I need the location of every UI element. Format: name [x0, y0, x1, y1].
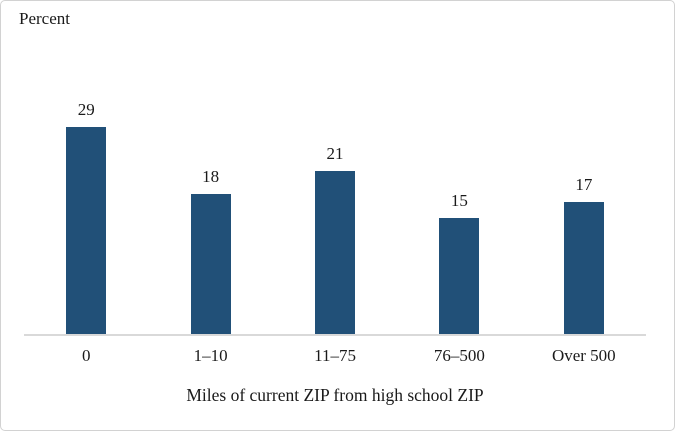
bar-value-label: 29 — [77, 100, 95, 119]
x-axis-tick-label: 1–10 — [193, 346, 228, 365]
bar — [190, 194, 231, 334]
bar-value-label: 18 — [202, 167, 220, 187]
bar-slot: 18 — [148, 101, 272, 334]
bar — [439, 217, 480, 334]
bar-value-label: 17 — [575, 174, 593, 194]
bar-slot: 15 — [397, 101, 521, 334]
x-axis-tick-label: Over 500 — [551, 346, 616, 365]
x-axis-tick-label: 11–75 — [314, 346, 356, 365]
x-axis-tick-label: 0 — [81, 346, 91, 365]
bar-value-label: 15 — [450, 190, 468, 210]
y-axis-title: Percent — [19, 9, 70, 28]
plot-area: 29 18 21 15 17 — [24, 101, 646, 336]
x-axis-tick-label: 76–500 — [433, 346, 485, 365]
x-axis-title: Miles of current ZIP from high school ZI… — [186, 385, 484, 405]
bar — [66, 127, 107, 334]
x-axis-tick-labels: 0 1–10 11–75 76–500 Over 500 — [24, 346, 646, 366]
bar-slot: 17 — [522, 101, 646, 334]
bar — [563, 201, 604, 334]
bar-value-label: 21 — [326, 143, 344, 163]
bar — [315, 170, 356, 334]
bar-slot: 21 — [273, 101, 397, 334]
bar-slot: 29 — [24, 101, 148, 334]
